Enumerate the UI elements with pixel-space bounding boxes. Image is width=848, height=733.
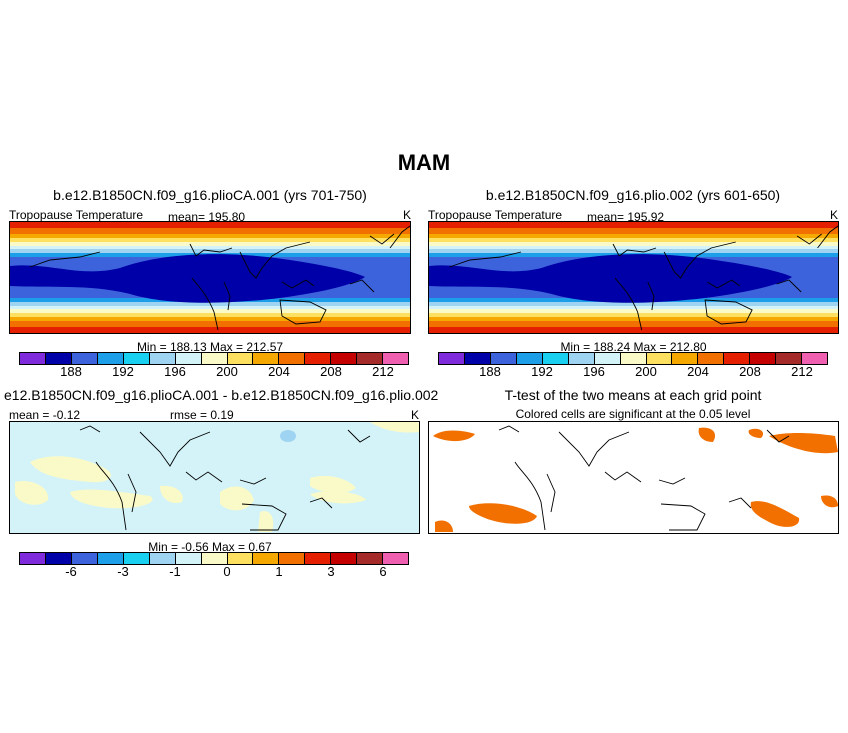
colorbar-swatch <box>175 353 202 364</box>
panel2-temperature-field <box>429 222 838 333</box>
colorbar-swatch <box>20 553 46 564</box>
panel3-tick: 1 <box>275 564 283 579</box>
panel1-tick: 208 <box>320 364 342 379</box>
colorbar-swatch <box>227 353 254 364</box>
panel3-tick: 3 <box>327 564 335 579</box>
panel4-title: T-test of the two means at each grid poi… <box>504 387 762 403</box>
panel1-minmax-label: Min = 188.13 Max = 212.57 <box>136 340 284 354</box>
colorbar-swatch <box>279 553 306 564</box>
colorbar-swatch <box>305 553 332 564</box>
colorbar-swatch <box>594 353 621 364</box>
panel1-colorbar <box>19 352 409 365</box>
panel3-tick: 6 <box>379 564 387 579</box>
colorbar-swatch <box>542 353 569 364</box>
colorbar-swatch <box>490 353 517 364</box>
colorbar-swatch <box>331 553 358 564</box>
panel2-title: b.e12.B1850CN.f09_g16.plio.002 (yrs 601-… <box>485 187 781 203</box>
panel2-colorbar-ticks: 188 192 196 200 204 208 212 <box>438 364 828 379</box>
colorbar-swatch <box>383 553 409 564</box>
panel2-units-label: K <box>830 208 839 222</box>
colorbar-swatch <box>20 353 46 364</box>
panel2-colorbar <box>438 352 828 365</box>
panel3-tick: 0 <box>223 564 231 579</box>
panel3-tick: -1 <box>169 564 181 579</box>
colorbar-swatch <box>227 553 254 564</box>
colorbar-swatch <box>123 553 150 564</box>
colorbar-swatch <box>516 353 543 364</box>
colorbar-swatch <box>71 553 98 564</box>
panel2-tick: 192 <box>531 364 553 379</box>
panel3-difference-field <box>10 422 419 533</box>
panel2-tick: 212 <box>791 364 813 379</box>
panel3-units-label: K <box>411 408 420 422</box>
colorbar-swatch <box>776 353 803 364</box>
panel2-tick: 204 <box>687 364 709 379</box>
panel2-tick: 200 <box>635 364 657 379</box>
panel1-tick: 200 <box>216 364 238 379</box>
colorbar-swatch <box>357 553 384 564</box>
panel3-title: e12.B1850CN.f09_g16.plioCA.001 - b.e12.B… <box>4 387 439 403</box>
panel1-mean-label: mean= 195.80 <box>168 210 246 224</box>
colorbar-swatch <box>646 353 673 364</box>
panel1-tick: 204 <box>268 364 290 379</box>
colorbar-swatch <box>149 353 176 364</box>
colorbar-swatch <box>802 353 828 364</box>
colorbar-swatch <box>201 353 228 364</box>
colorbar-swatch <box>305 353 332 364</box>
colorbar-swatch <box>201 553 228 564</box>
panel3-colorbar <box>19 552 409 565</box>
panel1-tick: 192 <box>112 364 134 379</box>
colorbar-swatch <box>568 353 595 364</box>
panel3-mean-label: mean = -0.12 <box>9 408 81 422</box>
colorbar-swatch <box>357 353 384 364</box>
panel3-map <box>9 421 420 534</box>
colorbar-swatch <box>724 353 751 364</box>
colorbar-swatch <box>253 553 280 564</box>
colorbar-swatch <box>45 353 72 364</box>
colorbar-swatch <box>97 353 124 364</box>
panel1-tick: 196 <box>164 364 186 379</box>
panel1-temperature-field <box>10 222 410 333</box>
panel2-tick: 188 <box>479 364 501 379</box>
panel2-variable-label: Tropopause Temperature <box>428 208 563 222</box>
colorbar-swatch <box>97 553 124 564</box>
colorbar-swatch <box>149 553 176 564</box>
colorbar-swatch <box>279 353 306 364</box>
panel1-units-label: K <box>403 208 412 222</box>
colorbar-swatch <box>620 353 647 364</box>
panel2-minmax-label: Min = 188.24 Max = 212.80 <box>560 340 707 354</box>
panel3-tick: -6 <box>65 564 77 579</box>
panel3-tick: -3 <box>117 564 129 579</box>
colorbar-swatch <box>45 553 72 564</box>
panel1-tick: 188 <box>60 364 82 379</box>
panel1-colorbar-ticks: 188 192 196 200 204 208 212 <box>19 364 409 379</box>
main-title: MAM <box>397 150 451 175</box>
panel3-rmse-label: rmse = 0.19 <box>170 408 234 422</box>
panel4-significance-field <box>429 422 838 533</box>
panel2-mean-label: mean= 195.92 <box>587 210 665 224</box>
colorbar-swatch <box>331 353 358 364</box>
colorbar-swatch <box>439 353 465 364</box>
colorbar-swatch <box>698 353 725 364</box>
panel1-tick: 212 <box>372 364 394 379</box>
colorbar-swatch <box>123 353 150 364</box>
colorbar-swatch <box>672 353 699 364</box>
colorbar-swatch <box>750 353 777 364</box>
colorbar-swatch <box>464 353 491 364</box>
panel1-variable-label: Tropopause Temperature <box>9 208 144 222</box>
panel3-minmax-label: Min = -0.56 Max = 0.67 <box>148 540 272 554</box>
panel1-title: b.e12.B1850CN.f09_g16.plioCA.001 (yrs 70… <box>53 187 367 203</box>
colorbar-swatch <box>383 353 409 364</box>
panel3-colorbar-ticks: -6 -3 -1 0 1 3 6 <box>19 564 409 579</box>
colorbar-swatch <box>71 353 98 364</box>
panel2-map <box>428 221 839 334</box>
panel2-tick: 196 <box>583 364 605 379</box>
panel4-map <box>428 421 839 534</box>
panel2-tick: 208 <box>739 364 761 379</box>
colorbar-swatch <box>253 353 280 364</box>
panel4-subtitle: Colored cells are significant at the 0.0… <box>515 407 751 421</box>
panel1-map <box>9 221 411 334</box>
colorbar-swatch <box>175 553 202 564</box>
